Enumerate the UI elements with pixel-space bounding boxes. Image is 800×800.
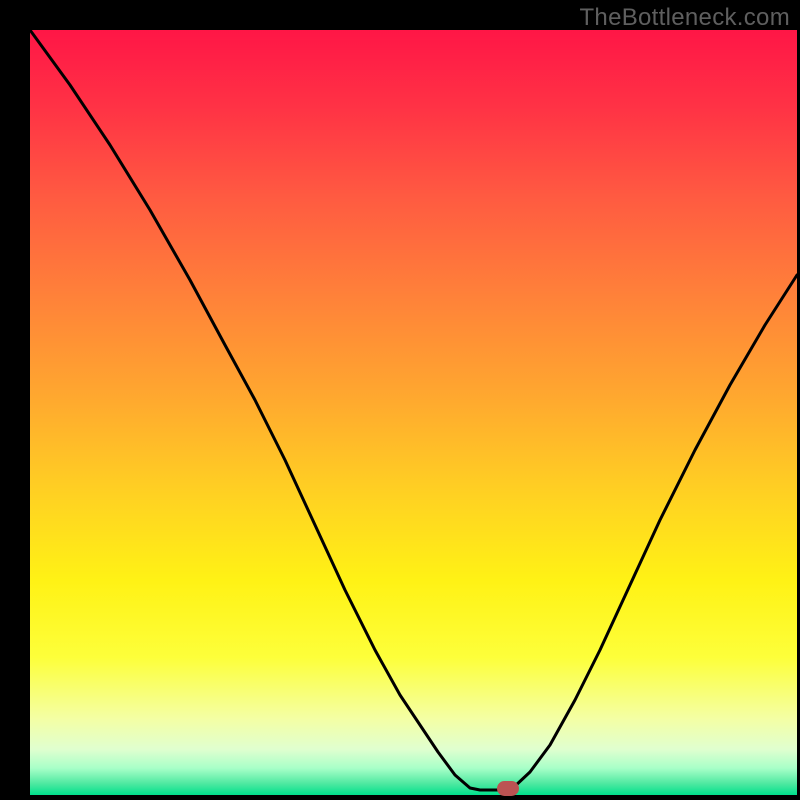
chart-stage: TheBottleneck.com [0, 0, 800, 800]
bottleneck-chart [0, 0, 800, 800]
optimal-marker [497, 781, 519, 796]
plot-background [30, 30, 797, 795]
watermark-text: TheBottleneck.com [579, 4, 790, 32]
